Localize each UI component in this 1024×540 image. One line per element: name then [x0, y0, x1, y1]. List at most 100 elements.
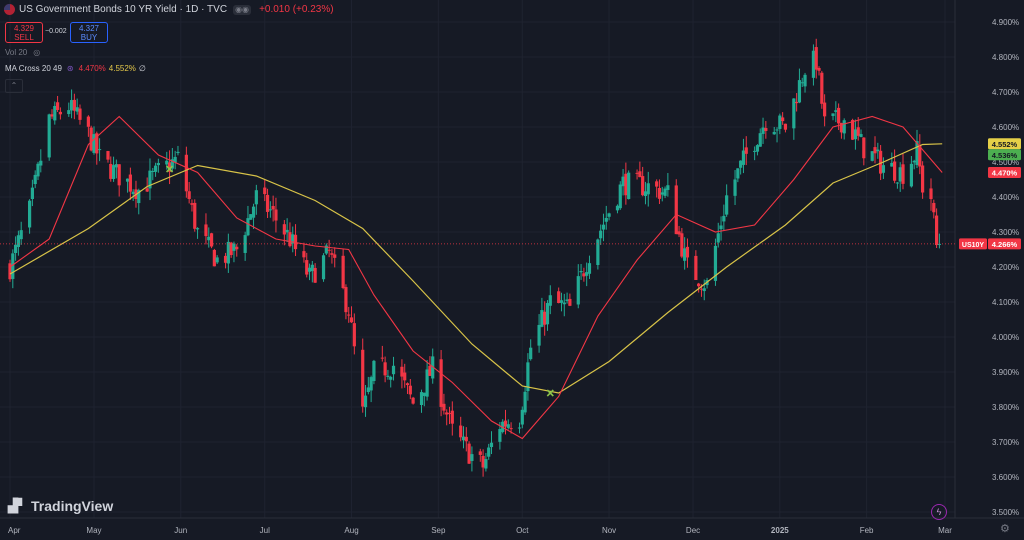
candle: [517, 422, 522, 434]
time-tick-label: Mar: [938, 526, 952, 535]
candle: [683, 237, 687, 270]
candle: [890, 152, 894, 167]
candle: [839, 122, 844, 139]
candle: [8, 259, 12, 282]
candle: [207, 227, 211, 248]
time-tick-label: Jun: [174, 526, 187, 535]
candle: [330, 249, 334, 264]
lightning-icon[interactable]: ϟ: [931, 504, 947, 520]
candle: [151, 167, 155, 181]
ma-slow-value: 4.552%: [108, 64, 136, 73]
candle: [125, 178, 130, 193]
candle: [764, 121, 768, 139]
candle: [212, 248, 216, 267]
candle: [347, 306, 351, 323]
candle: [193, 199, 197, 232]
eye-icon[interactable]: ◉◉: [233, 4, 252, 15]
candle: [30, 179, 34, 207]
candle: [176, 145, 180, 156]
candle: [263, 179, 267, 202]
candle: [716, 222, 720, 248]
candle: [291, 226, 295, 253]
time-tick-label: Oct: [516, 526, 529, 535]
candle: [167, 150, 172, 185]
candle: [643, 181, 648, 205]
candle: [733, 170, 737, 206]
ma-cross-indicator[interactable]: MA Cross 20 49 ⊛ 4.470% 4.552% ∅: [5, 64, 146, 73]
candle: [713, 238, 718, 286]
candle: [758, 128, 762, 147]
candle: [932, 199, 936, 219]
candle: [772, 126, 776, 135]
candle: [106, 150, 110, 163]
sell-button[interactable]: 4.329 SELL: [5, 22, 43, 43]
spread-value: −0.002: [45, 28, 67, 35]
candle: [604, 205, 608, 230]
collapse-legend-button[interactable]: ⌃: [5, 79, 23, 93]
candle: [33, 170, 37, 189]
price-tick-label: 4.500%: [992, 158, 1019, 167]
candle: [915, 129, 919, 169]
candle: [859, 129, 863, 138]
price-label: 4.470%: [988, 167, 1021, 178]
candle: [411, 396, 415, 405]
time-tick-label: Nov: [602, 526, 616, 535]
candle: [702, 279, 706, 301]
candle: [11, 249, 15, 289]
price-label-text: 4.470%: [992, 169, 1018, 178]
candle: [459, 416, 463, 442]
price-tick-label: 4.700%: [992, 88, 1019, 97]
symbol-tag: [959, 238, 987, 250]
candle: [425, 360, 429, 401]
price-tick-label: 4.800%: [992, 53, 1019, 62]
candle: [484, 452, 488, 472]
candle: [58, 107, 62, 120]
candle: [131, 189, 135, 201]
candle: [831, 113, 835, 121]
volume-indicator[interactable]: Vol 20 ◎: [5, 48, 40, 57]
candle: [624, 162, 628, 205]
candle: [607, 212, 611, 221]
candle: [929, 178, 933, 211]
candle: [333, 247, 337, 268]
candle: [305, 252, 309, 278]
buy-button[interactable]: 4.327 BUY: [70, 22, 108, 43]
candle: [893, 149, 897, 184]
time-axis[interactable]: Apr May Jun Jul Aug Sep Oct Nov Dec 2025 Feb Mar: [8, 526, 952, 535]
candle: [285, 218, 289, 243]
candle: [75, 98, 79, 115]
candle: [792, 98, 796, 140]
symbol-title[interactable]: US Government Bonds 10 YR Yield · 1D · T…: [19, 4, 228, 15]
price-tick-label: 4.300%: [992, 228, 1019, 237]
candle: [389, 375, 393, 388]
ma-fast-line: [9, 115, 943, 440]
candle: [778, 113, 782, 135]
candle: [450, 401, 454, 436]
candle: [47, 113, 51, 161]
candle: [918, 134, 922, 175]
indicator-settings-icon[interactable]: ⊛: [66, 64, 74, 73]
candle: [523, 386, 527, 415]
tradingview-mark-icon: ▟▘: [8, 498, 27, 513]
time-tick-label: Aug: [344, 526, 358, 535]
candle: [674, 179, 678, 235]
candle: [36, 161, 40, 181]
candle: [596, 238, 600, 270]
eye-off-icon[interactable]: ◎: [33, 48, 41, 57]
gear-icon[interactable]: ⚙: [1000, 523, 1010, 535]
candle: [282, 220, 286, 246]
price-tick-label: 4.200%: [992, 263, 1019, 272]
candle: [912, 159, 916, 170]
candle: [341, 248, 345, 290]
volume-label: Vol 20: [5, 48, 28, 57]
candle: [386, 369, 390, 380]
candle: [741, 138, 746, 174]
candle: [111, 156, 116, 182]
candle: [69, 89, 74, 119]
candle: [725, 184, 729, 217]
candle: [428, 356, 432, 377]
candle: [117, 164, 121, 197]
price-axis[interactable]: 4.900% 4.800% 4.700% 4.600% 4.500% 4.400% 4.30…: [992, 18, 1019, 517]
